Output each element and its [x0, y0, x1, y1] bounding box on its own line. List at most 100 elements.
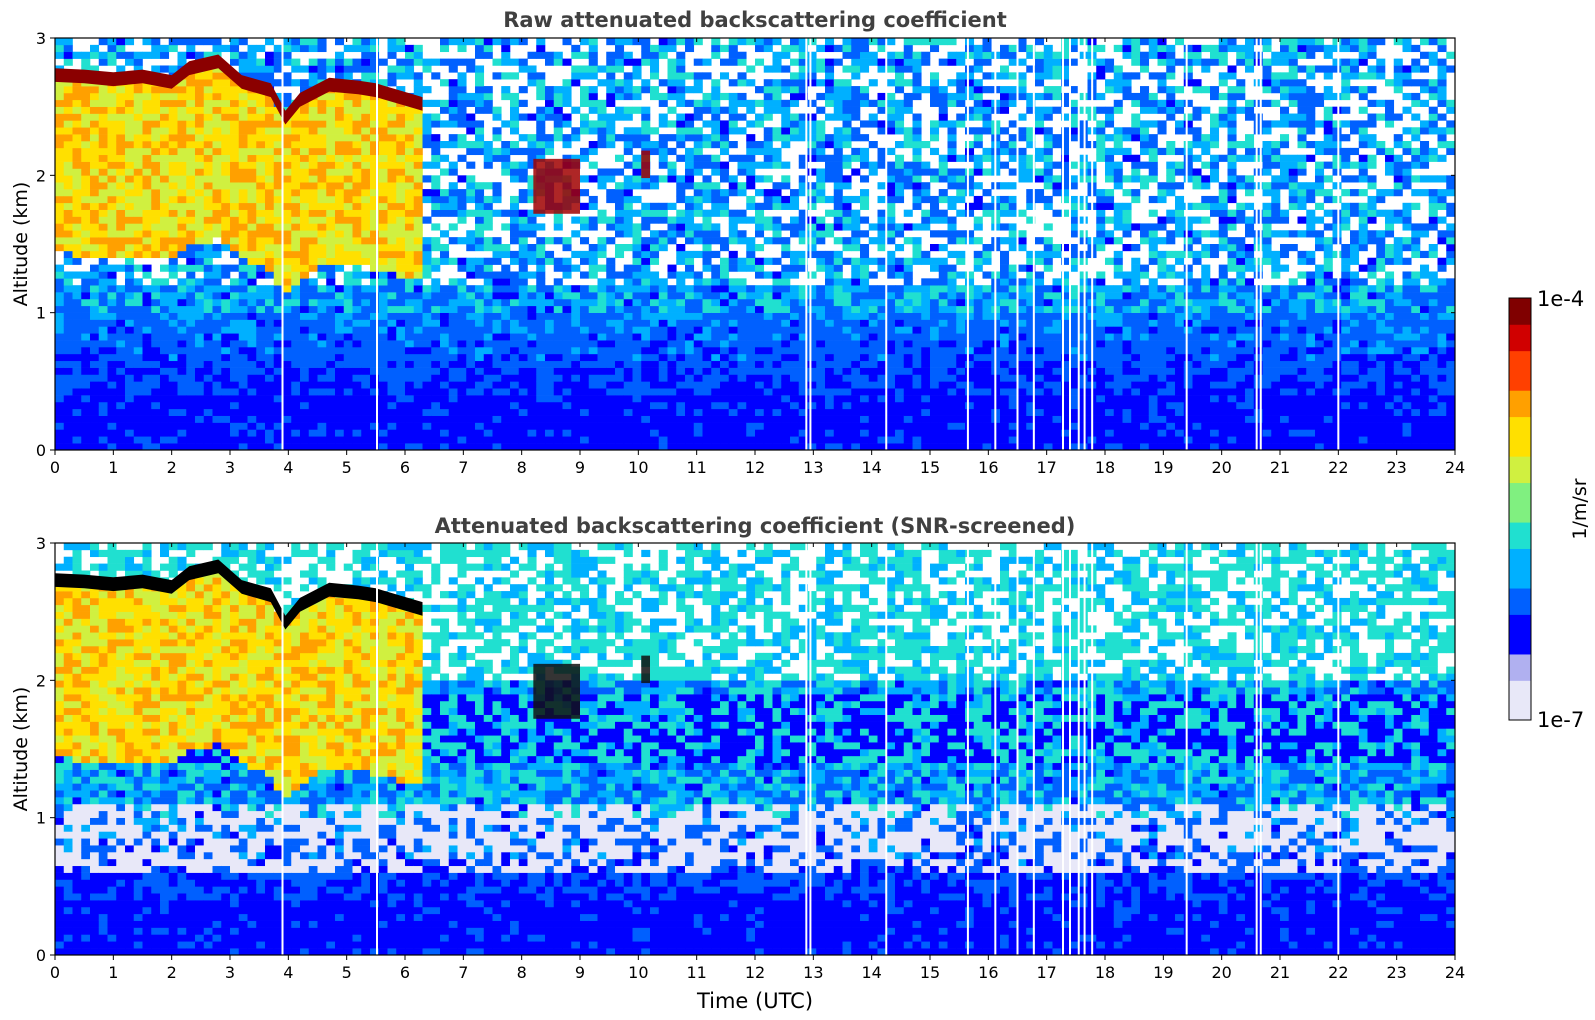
heatmap-cell [326, 216, 336, 224]
heatmap-cell [282, 443, 292, 450]
heatmap-cell [545, 401, 555, 410]
heatmap-cell [466, 374, 476, 382]
heatmap-cell [177, 285, 187, 293]
heatmap-cell [431, 175, 441, 183]
heatmap-cell [886, 374, 896, 382]
heatmap-cell [282, 388, 292, 396]
heatmap-cell [597, 120, 607, 128]
heatmap-cell [501, 319, 511, 327]
heatmap-cell [291, 257, 301, 265]
heatmap-cell [413, 305, 423, 313]
heatmap-cell [90, 195, 100, 204]
heatmap-cell [816, 401, 826, 410]
heatmap-cell [125, 216, 135, 224]
heatmap-cell [133, 168, 143, 176]
heatmap-cell [387, 44, 397, 53]
heatmap-cell [580, 292, 590, 300]
heatmap-cell [448, 92, 458, 101]
heatmap-cell [308, 367, 318, 375]
heatmap-cell [247, 360, 257, 368]
heatmap-cell [431, 401, 441, 410]
heatmap-cell [448, 195, 458, 204]
heatmap-cell [195, 429, 205, 437]
heatmap-cell [851, 264, 861, 272]
heatmap-cell [807, 298, 817, 307]
heatmap-cell [868, 292, 878, 300]
heatmap-cell [125, 51, 135, 59]
heatmap-cell [142, 244, 152, 252]
heatmap-cell [658, 216, 668, 224]
heatmap-cell [343, 58, 353, 66]
heatmap-cell [483, 408, 493, 416]
heatmap-cell [168, 38, 178, 46]
heatmap-cell [422, 388, 432, 396]
heatmap-cell [370, 353, 380, 362]
heatmap-cell [370, 422, 380, 430]
heatmap-cell [886, 257, 896, 265]
heatmap-cell [265, 374, 275, 382]
heatmap-cell [842, 298, 852, 307]
heatmap-cell [588, 271, 598, 279]
heatmap-cell [387, 209, 397, 217]
heatmap-cell [510, 99, 520, 107]
heatmap-cell [81, 202, 91, 210]
heatmap-cell [440, 381, 450, 389]
heatmap-cell [317, 401, 327, 410]
heatmap-cell [877, 422, 887, 430]
heatmap-cell [186, 401, 196, 410]
heatmap-cell [168, 360, 178, 368]
heatmap-cell [877, 360, 887, 368]
heatmap-cell [396, 250, 406, 259]
heatmap-cell [98, 436, 108, 444]
heatmap-cell [711, 134, 721, 142]
heatmap-cell [230, 326, 240, 334]
heatmap-cell [702, 436, 712, 444]
heatmap-cell [457, 106, 467, 114]
heatmap-cell [282, 415, 292, 423]
heatmap-cell [405, 381, 415, 389]
heatmap-cell [868, 443, 878, 450]
heatmap-cell [422, 141, 432, 149]
heatmap-cell [116, 443, 126, 450]
heatmap-cell [667, 44, 677, 53]
heatmap-cell [55, 195, 65, 204]
heatmap-cell [693, 305, 703, 313]
heatmap-cell [168, 202, 178, 210]
heatmap-cell [238, 271, 248, 279]
heatmap-cell [265, 367, 275, 375]
heatmap-cell [422, 195, 432, 204]
heatmap-cell [510, 195, 520, 204]
heatmap-cell [466, 271, 476, 279]
heatmap-cell [308, 360, 318, 368]
heatmap-cell [326, 333, 336, 341]
heatmap-cell [151, 250, 161, 259]
heatmap-cell [492, 443, 502, 450]
heatmap-cell [518, 195, 528, 204]
heatmap-cell [466, 230, 476, 238]
heatmap-cell [168, 230, 178, 238]
heatmap-cell [571, 436, 581, 444]
heatmap-cell [378, 223, 388, 231]
heatmap-cell [352, 422, 362, 430]
heatmap-cell [133, 154, 143, 162]
heatmap-cell [851, 429, 861, 437]
heatmap-cell [195, 292, 205, 300]
heatmap-cell [142, 429, 152, 437]
heatmap-cell [238, 401, 248, 410]
heatmap-cell [562, 271, 572, 279]
heatmap-cell [483, 347, 493, 355]
heatmap-cell [676, 319, 686, 327]
heatmap-cell [650, 244, 660, 252]
heatmap-cell [203, 326, 213, 334]
heatmap-cell [195, 347, 205, 355]
heatmap-cell [711, 298, 721, 307]
heatmap-cell [405, 278, 415, 286]
heatmap-cell [553, 319, 563, 327]
heatmap-cell [72, 353, 82, 362]
heatmap-cell [300, 298, 310, 307]
heatmap-cell [527, 422, 537, 430]
heatmap-cell [580, 333, 590, 341]
heatmap-cell [63, 51, 73, 59]
heatmap-cell [90, 175, 100, 183]
heatmap-cell [501, 38, 511, 46]
